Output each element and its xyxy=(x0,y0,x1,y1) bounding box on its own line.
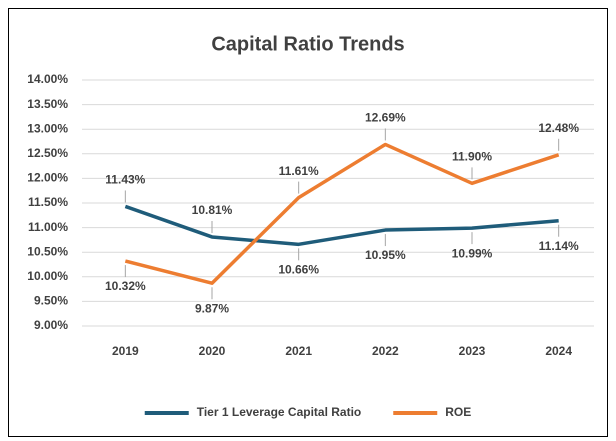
x-tick-label: 2022 xyxy=(372,344,399,358)
data-label: 10.81% xyxy=(192,203,233,217)
data-label: 10.95% xyxy=(365,248,406,262)
series-line xyxy=(124,142,560,285)
y-tick-label: 10.50% xyxy=(27,244,68,258)
y-tick-label: 12.00% xyxy=(27,171,68,185)
data-label: 11.61% xyxy=(279,164,319,178)
y-tick-label: 9.00% xyxy=(34,318,68,332)
data-label: 10.99% xyxy=(452,246,493,260)
y-tick-label: 11.50% xyxy=(28,195,68,209)
x-tick-label: 2020 xyxy=(199,344,226,358)
x-tick-label: 2023 xyxy=(459,344,486,358)
y-tick-label: 11.00% xyxy=(28,220,68,234)
x-tick-label: 2019 xyxy=(112,344,139,358)
chart-title: Capital Ratio Trends xyxy=(211,33,404,55)
y-tick-label: 10.00% xyxy=(27,269,68,283)
data-label: 12.48% xyxy=(538,121,579,135)
x-tick-label: 2024 xyxy=(545,344,572,358)
y-tick-label: 12.50% xyxy=(27,146,68,160)
data-label: 10.66% xyxy=(278,262,319,276)
data-label: 11.43% xyxy=(105,173,145,187)
data-label: 10.32% xyxy=(105,279,146,293)
data-label: 11.14% xyxy=(539,239,579,253)
x-tick-label: 2021 xyxy=(285,344,312,358)
series-line xyxy=(124,204,559,247)
legend-label: Tier 1 Leverage Capital Ratio xyxy=(197,405,362,419)
data-label: 12.69% xyxy=(365,111,406,125)
y-tick-label: 14.00% xyxy=(27,72,68,86)
data-label: 11.90% xyxy=(452,149,492,163)
y-tick-label: 9.50% xyxy=(34,294,68,308)
data-label: 9.87% xyxy=(195,301,229,315)
y-tick-label: 13.50% xyxy=(27,97,68,111)
legend-label: ROE xyxy=(445,405,471,419)
y-tick-label: 13.00% xyxy=(27,121,68,135)
